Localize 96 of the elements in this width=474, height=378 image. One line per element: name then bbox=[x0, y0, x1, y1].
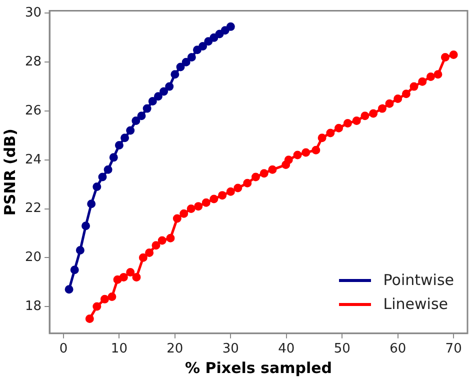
y-tick-label: 26 bbox=[24, 103, 42, 118]
point bbox=[126, 268, 135, 277]
point bbox=[226, 22, 235, 31]
point bbox=[92, 182, 102, 192]
point bbox=[152, 241, 160, 250]
point bbox=[104, 165, 112, 174]
point bbox=[218, 191, 227, 200]
point bbox=[192, 46, 202, 54]
point bbox=[210, 33, 218, 42]
point bbox=[82, 222, 90, 230]
y-tick-label: 28 bbox=[24, 54, 42, 70]
point bbox=[449, 50, 458, 60]
point bbox=[172, 214, 182, 223]
point bbox=[426, 72, 435, 82]
point bbox=[318, 134, 326, 142]
point bbox=[148, 96, 157, 106]
point bbox=[98, 172, 107, 182]
point bbox=[343, 118, 352, 128]
point bbox=[326, 128, 335, 138]
x-tick-label: 30 bbox=[222, 342, 239, 357]
point bbox=[410, 82, 418, 91]
point bbox=[434, 70, 442, 79]
point bbox=[137, 112, 146, 120]
point bbox=[210, 194, 218, 204]
point bbox=[120, 134, 130, 142]
point bbox=[215, 30, 224, 38]
x-tick-label: 60 bbox=[390, 342, 406, 357]
point bbox=[108, 292, 116, 301]
point bbox=[182, 58, 190, 66]
x-tick-label: 70 bbox=[445, 342, 462, 357]
point bbox=[70, 266, 79, 274]
point bbox=[198, 42, 208, 50]
point bbox=[138, 253, 148, 262]
point bbox=[180, 209, 188, 218]
point bbox=[126, 126, 135, 135]
point bbox=[243, 178, 252, 188]
point bbox=[132, 116, 140, 126]
point bbox=[220, 26, 230, 35]
y-tick-label: 22 bbox=[24, 201, 42, 216]
x-tick-label: 40 bbox=[278, 342, 295, 357]
point bbox=[385, 99, 394, 108]
y-tick-label: 18 bbox=[24, 298, 42, 314]
point bbox=[160, 87, 168, 96]
point bbox=[64, 285, 74, 294]
point bbox=[334, 124, 344, 132]
point bbox=[165, 82, 174, 91]
point bbox=[187, 52, 196, 62]
x-tick-label: 50 bbox=[334, 342, 350, 357]
x-axis-title: % Pixels sampled bbox=[185, 358, 332, 377]
y-tick-label: 24 bbox=[24, 152, 42, 168]
y-tick-label: 30 bbox=[24, 6, 42, 21]
x-tick-label: 20 bbox=[166, 342, 184, 357]
point bbox=[109, 153, 118, 162]
point bbox=[170, 70, 180, 79]
point bbox=[154, 92, 162, 101]
point bbox=[92, 302, 102, 311]
point bbox=[85, 314, 94, 323]
point bbox=[142, 104, 152, 113]
point bbox=[119, 272, 128, 282]
point bbox=[251, 172, 260, 182]
point bbox=[87, 200, 96, 208]
point bbox=[302, 148, 310, 157]
point bbox=[293, 150, 302, 160]
point bbox=[234, 184, 242, 192]
x-tick-label: 0 bbox=[59, 342, 68, 357]
point bbox=[113, 275, 122, 284]
point bbox=[260, 169, 268, 178]
point bbox=[352, 116, 361, 126]
point bbox=[312, 146, 320, 154]
point bbox=[369, 109, 378, 118]
point bbox=[360, 112, 370, 120]
point bbox=[132, 272, 141, 282]
point bbox=[158, 236, 166, 245]
x-tick-label: 10 bbox=[110, 342, 128, 357]
point bbox=[100, 294, 109, 304]
point bbox=[378, 104, 386, 113]
point bbox=[402, 90, 410, 98]
point bbox=[418, 77, 427, 86]
point bbox=[202, 198, 210, 207]
y-axis-title: PSNR (dB) bbox=[0, 128, 19, 216]
point bbox=[226, 187, 235, 196]
point bbox=[166, 234, 175, 242]
point bbox=[176, 62, 185, 72]
y-tick-label: 20 bbox=[24, 250, 42, 266]
legend-label: Pointwise bbox=[383, 270, 454, 291]
point bbox=[394, 94, 402, 104]
point bbox=[145, 248, 154, 257]
point bbox=[76, 246, 84, 255]
point bbox=[114, 140, 124, 150]
legend-label: Linewise bbox=[383, 294, 448, 315]
point bbox=[204, 37, 213, 46]
point bbox=[194, 202, 203, 211]
point bbox=[440, 52, 450, 62]
point bbox=[186, 204, 196, 214]
point bbox=[268, 165, 277, 174]
point bbox=[284, 156, 293, 164]
